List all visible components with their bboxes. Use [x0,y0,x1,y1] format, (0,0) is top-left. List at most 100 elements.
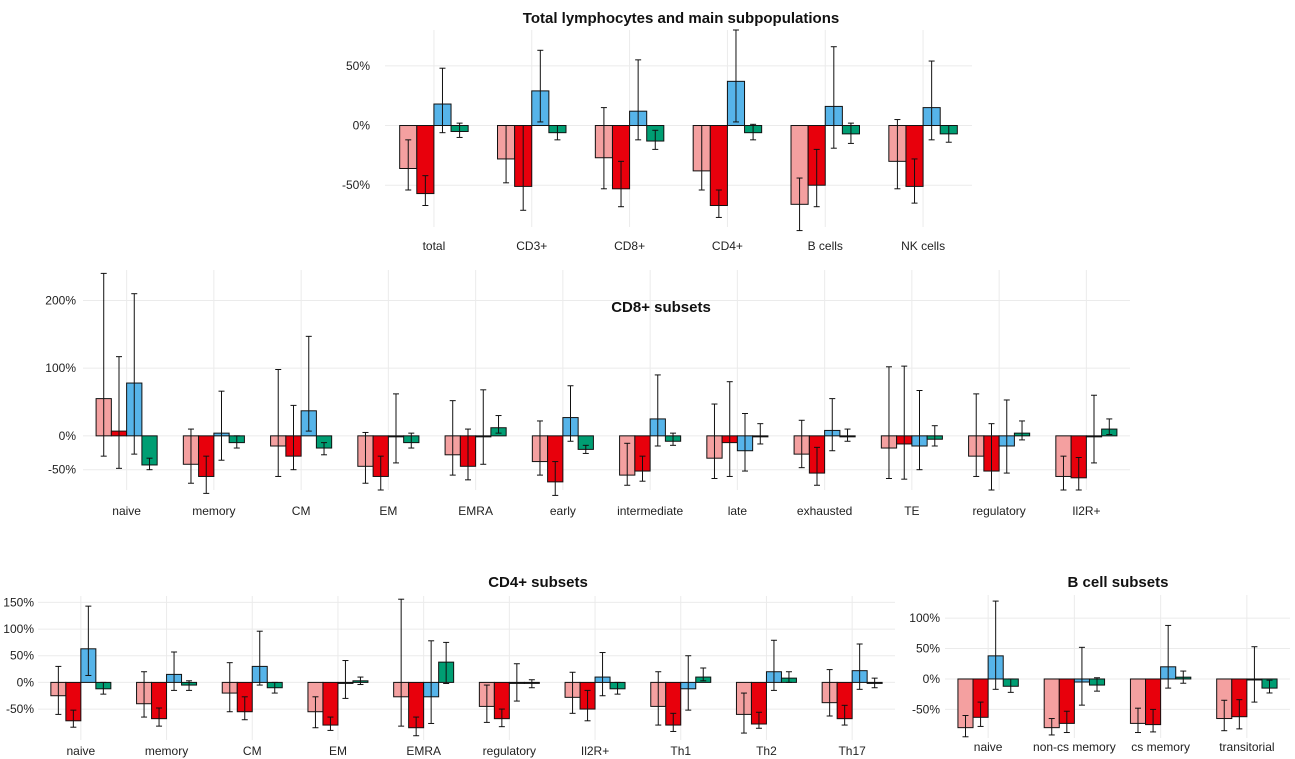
error-bar-non-cs-memory-series-4 [1094,677,1101,692]
error-bar-transitorial-series-1 [1221,699,1228,732]
error-bar-memory-series-3 [171,651,178,691]
error-bar-cm-series-3 [256,630,263,686]
error-bar-th1-series-1 [655,671,662,726]
error-bar-regulatory-series-3 [1003,399,1010,474]
error-bar-emra-series-4 [495,415,502,434]
category-label-naive: naive [112,504,141,518]
error-bar-early-series-3 [567,385,574,442]
category-label-naive: naive [67,744,96,758]
error-bar-naive-series-2 [115,356,122,469]
error-bar-non-cs-memory-series-1 [1048,718,1055,736]
error-bar-nk-cells-series-1 [894,119,901,190]
category-label-cs-memory: cs memory [1131,740,1190,754]
error-bar-naive-series-1 [962,714,969,738]
error-bar-transitorial-series-4 [1266,679,1273,694]
error-bar-il2r-series-4 [614,681,621,695]
panel-title-cd8-subsets: CD8+ subsets [611,299,711,316]
error-bar-il2r-series-1 [569,671,576,714]
category-label-il2r: Il2R+ [1072,504,1100,518]
error-bar-cd4-series-1 [698,125,705,191]
error-bar-th17-series-3 [856,643,863,690]
error-bar-regulatory-series-1 [973,393,980,477]
error-bar-th2-series-3 [770,639,777,691]
gridlines-cd8-subsets [83,270,1130,490]
error-bar-th17-series-1 [826,669,833,717]
error-bar-b-cells-series-2 [813,148,820,208]
error-bar-te-series-3 [916,389,923,471]
error-bar-em-series-1 [362,431,369,484]
error-bar-te-series-2 [901,365,908,480]
error-bar-cd8-series-4 [652,129,659,150]
category-label-th2: Th2 [756,744,777,758]
panel-total-lymphocytes: Total lymphocytes and main subpopulation… [342,10,972,253]
error-bar-il2r-series-2 [584,689,591,722]
error-bar-cs-memory-series-1 [1134,707,1141,734]
error-bar-il2r-series-1 [1060,455,1067,491]
category-label-cm: CM [292,504,311,518]
error-bar-em-series-3 [393,393,400,464]
error-bar-intermediate-series-3 [654,374,661,447]
error-bar-transitorial-series-2 [1236,699,1243,730]
y-tick-label: 50% [346,59,370,73]
error-bar-cd3-series-4 [554,125,561,141]
category-label-th1: Th1 [670,744,691,758]
error-bar-cm-series-2 [241,696,248,721]
error-bar-emra-series-1 [449,400,456,476]
y-tick-label: 100% [909,611,940,625]
panel-title-cd4-subsets: CD4+ subsets [488,574,588,591]
error-bar-exhausted-series-3 [829,398,836,452]
y-tick-label: 100% [3,622,34,636]
error-bar-non-cs-memory-series-2 [1063,710,1070,734]
category-label-memory: memory [192,504,235,518]
error-bar-early-series-1 [536,420,543,476]
error-bar-em-series-3 [342,660,349,699]
category-label-early: early [550,504,576,518]
error-bar-memory-series-1 [187,428,194,484]
error-bar-th1-series-3 [685,655,692,711]
error-bar-naive-series-2 [70,709,77,728]
error-bar-total-series-2 [422,175,429,207]
error-bar-intermediate-series-1 [624,442,631,486]
error-bar-nk-cells-series-4 [945,125,952,143]
error-bar-late-series-2 [726,381,733,477]
category-label-te: TE [904,504,919,518]
error-bar-th2-series-1 [740,692,747,734]
error-bar-transitorial-series-3 [1251,646,1258,703]
y-tick-label: 100% [45,361,76,375]
category-label-transitorial: transitorial [1219,740,1274,754]
category-label-cm: CM [243,744,262,758]
error-bar-non-cs-memory-series-3 [1078,646,1085,706]
error-bar-il2r-series-2 [1075,457,1082,491]
error-bar-naive-series-4 [100,681,107,695]
gridlines-total-lymphocytes [385,30,972,227]
error-bar-naive-series-3 [85,605,92,676]
y-tick-label: -50% [6,702,34,716]
category-label-cd3: CD3+ [516,239,547,253]
y-tick-label: -50% [342,178,370,192]
error-bar-memory-series-1 [141,671,148,718]
error-bar-emra-series-3 [480,389,487,465]
error-bar-cd3-series-2 [520,125,527,211]
category-label-nk-cells: NK cells [901,239,945,253]
error-bar-total-series-3 [439,67,446,134]
category-label-cd4: CD4+ [712,239,743,253]
error-bar-memory-series-4 [233,435,240,449]
error-bar-b-cells-series-3 [830,46,837,149]
category-label-b-cells: B cells [808,239,843,253]
error-bar-memory-series-4 [186,680,193,691]
y-tick-label: 200% [45,293,76,307]
panel-title-b-cell-subsets: B cell subsets [1068,574,1169,591]
error-bar-regulatory-series-2 [498,708,505,728]
category-label-late: late [728,504,748,518]
category-label-emra: EMRA [458,504,493,518]
error-bar-emra-series-2 [464,428,471,481]
category-label-emra: EMRA [406,744,441,758]
error-bar-naive-series-1 [55,665,62,715]
error-bar-cd4-series-4 [750,123,757,141]
error-bar-th17-series-2 [841,704,848,726]
y-tick-label: 50% [10,649,34,663]
y-tick-label: 0% [353,119,371,133]
error-bar-early-series-4 [582,444,589,454]
category-label-em: EM [379,504,397,518]
